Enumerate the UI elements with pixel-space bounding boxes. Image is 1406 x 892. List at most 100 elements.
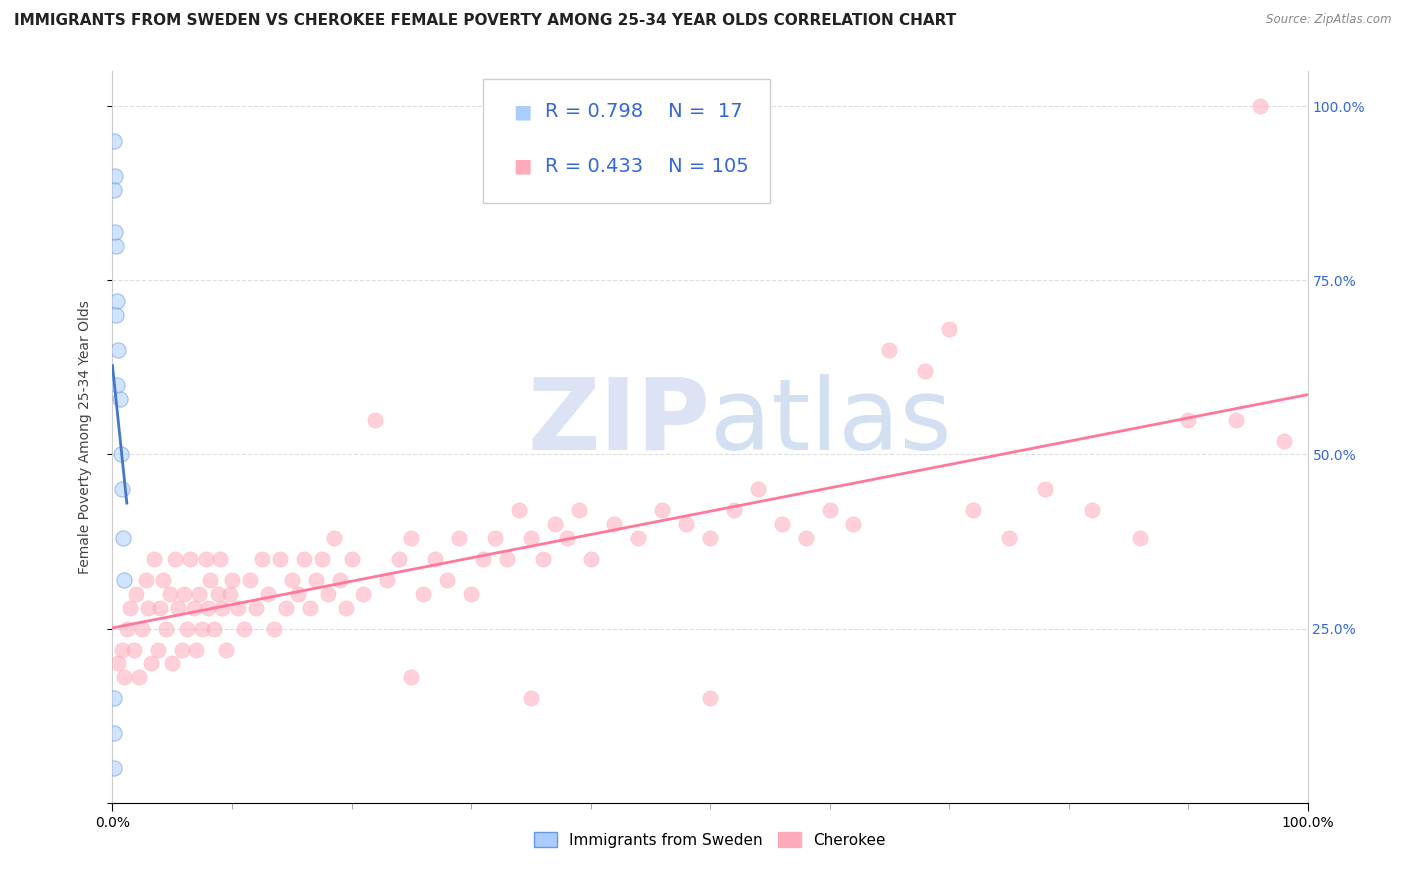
Point <box>1249 99 1271 113</box>
Point <box>484 531 506 545</box>
Point <box>103 183 125 197</box>
Point <box>104 169 127 183</box>
Point <box>197 600 219 615</box>
Point <box>115 622 138 636</box>
Point <box>176 622 198 636</box>
Point <box>187 587 209 601</box>
Point <box>627 531 650 545</box>
Point <box>998 531 1021 545</box>
Point <box>110 448 132 462</box>
Text: R = 0.433    N = 105: R = 0.433 N = 105 <box>546 157 749 176</box>
Point <box>135 573 157 587</box>
Point <box>125 587 148 601</box>
Point <box>183 600 205 615</box>
Point <box>128 670 150 684</box>
Point <box>377 573 399 587</box>
Point <box>122 642 145 657</box>
Point <box>191 622 214 636</box>
Point <box>131 622 153 636</box>
Point <box>226 600 249 615</box>
Point <box>770 517 793 532</box>
Point <box>352 587 374 601</box>
Point <box>202 622 225 636</box>
Point <box>1129 531 1152 545</box>
Point <box>105 294 128 309</box>
Point <box>651 503 673 517</box>
Point <box>200 573 222 587</box>
Point <box>1033 483 1056 497</box>
Point <box>159 587 181 601</box>
Point <box>233 622 256 636</box>
Point <box>215 642 238 657</box>
Point <box>1177 412 1199 426</box>
Point <box>105 238 128 252</box>
Point <box>1081 503 1104 517</box>
Point <box>138 600 160 615</box>
Point <box>1272 434 1295 448</box>
Point <box>114 573 135 587</box>
Point <box>269 552 291 566</box>
Point <box>105 377 128 392</box>
Point <box>316 587 339 601</box>
Point <box>257 587 280 601</box>
Point <box>568 503 591 517</box>
Point <box>263 622 285 636</box>
Point <box>274 600 297 615</box>
Point <box>292 552 315 566</box>
Point <box>179 552 201 566</box>
Point <box>401 670 423 684</box>
Point <box>221 573 243 587</box>
Point <box>472 552 495 566</box>
Point <box>149 600 172 615</box>
Point <box>103 726 125 740</box>
Point <box>794 531 817 545</box>
Point <box>543 517 565 532</box>
Text: ■: ■ <box>513 102 531 121</box>
Point <box>520 531 543 545</box>
Point <box>120 600 142 615</box>
Point <box>112 531 135 545</box>
Point <box>170 642 193 657</box>
Point <box>143 552 166 566</box>
Point <box>938 322 960 336</box>
Point <box>298 600 321 615</box>
Point <box>723 503 745 517</box>
Point <box>311 552 333 566</box>
Point <box>340 552 363 566</box>
Point <box>329 573 352 587</box>
Point <box>1225 412 1247 426</box>
Point <box>460 587 482 601</box>
Point <box>104 225 127 239</box>
Text: ■: ■ <box>513 157 531 176</box>
Point <box>842 517 865 532</box>
Text: atlas: atlas <box>710 374 952 471</box>
Point <box>675 517 697 532</box>
Point <box>209 552 232 566</box>
Point <box>531 552 554 566</box>
Point <box>173 587 195 601</box>
Point <box>218 587 240 601</box>
Point <box>239 573 262 587</box>
Point <box>879 343 901 357</box>
Point <box>508 503 530 517</box>
Point <box>107 657 129 671</box>
Point <box>335 600 357 615</box>
Point <box>108 392 131 406</box>
Point <box>287 587 309 601</box>
Text: ZIP: ZIP <box>527 374 710 471</box>
FancyBboxPatch shape <box>484 78 770 203</box>
Point <box>388 552 411 566</box>
Point <box>103 134 125 148</box>
Point <box>699 531 721 545</box>
Point <box>412 587 434 601</box>
Text: Source: ZipAtlas.com: Source: ZipAtlas.com <box>1267 13 1392 27</box>
Point <box>447 531 470 545</box>
Point <box>914 364 936 378</box>
Point <box>425 552 447 566</box>
Point <box>111 642 134 657</box>
Point <box>962 503 984 517</box>
Point <box>520 691 543 706</box>
Point <box>305 573 328 587</box>
Point <box>105 308 128 322</box>
Point <box>245 600 267 615</box>
